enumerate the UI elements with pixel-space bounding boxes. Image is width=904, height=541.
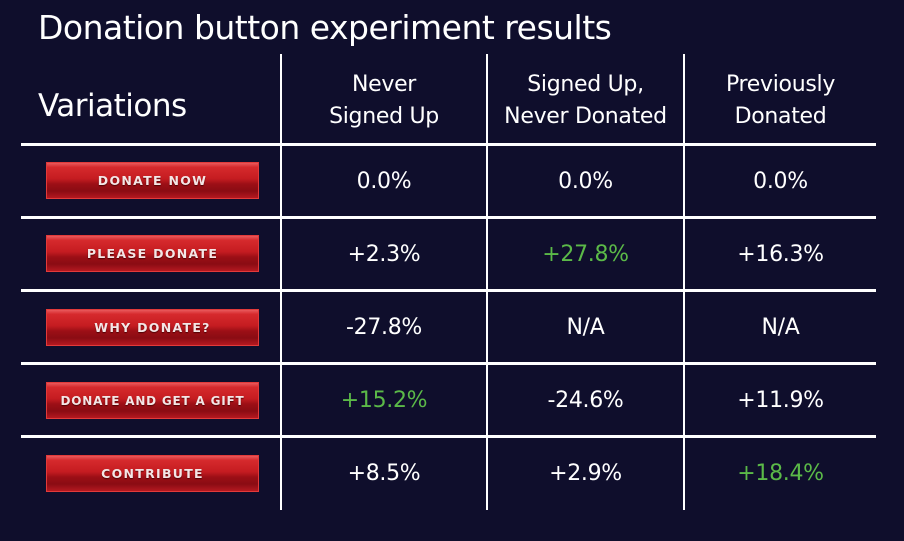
column-divider (683, 54, 685, 510)
row-divider (21, 143, 876, 146)
table-cell-highlight: +15.2% (340, 387, 428, 413)
column-header-line: Signed Up (329, 104, 439, 129)
column-header-line: Signed Up, (527, 72, 644, 97)
table-cell-highlight: +18.4% (737, 460, 824, 486)
please-donate-button[interactable]: PLEASE DONATE (46, 235, 259, 272)
row-divider (21, 362, 876, 365)
table-cell: +11.9% (737, 387, 824, 413)
table-cell: -27.8% (345, 314, 423, 340)
page-title: Donation button experiment results (38, 8, 612, 47)
donate-and-get-a-gift-button[interactable]: DONATE AND GET A GIFT (46, 382, 259, 419)
variations-header: Variations (38, 88, 187, 124)
table-cell: +2.9% (549, 460, 622, 486)
table-cell: -24.6% (547, 387, 624, 413)
table-cell: 0.0% (356, 168, 412, 194)
column-divider (280, 54, 282, 510)
column-divider (486, 54, 488, 510)
column-header-line: Never (351, 72, 417, 97)
table-cell: 0.0% (558, 168, 613, 194)
row-divider (21, 216, 876, 219)
column-header-line: Previously (725, 72, 836, 97)
table-cell: N/A (566, 314, 605, 340)
column-header-previously-donated: Previously Donated (685, 68, 876, 134)
table-cell: +16.3% (737, 241, 824, 267)
table-cell: +8.5% (347, 460, 421, 486)
column-header-line: Never Donated (504, 104, 667, 129)
row-divider (21, 289, 876, 292)
column-header-signed-up-never-donated: Signed Up, Never Donated (488, 68, 683, 134)
donate-now-button[interactable]: DONATE NOW (46, 162, 259, 199)
table-cell: N/A (761, 314, 800, 340)
column-header-line: Donated (734, 104, 827, 129)
why-donate-button[interactable]: WHY DONATE? (46, 309, 259, 346)
column-header-never-signed-up: Never Signed Up (282, 68, 486, 134)
table-cell: 0.0% (753, 168, 808, 194)
contribute-button[interactable]: CONTRIBUTE (46, 455, 259, 492)
row-divider (21, 435, 876, 438)
table-cell-highlight: +27.8% (542, 241, 629, 267)
table-cell: +2.3% (347, 241, 421, 267)
